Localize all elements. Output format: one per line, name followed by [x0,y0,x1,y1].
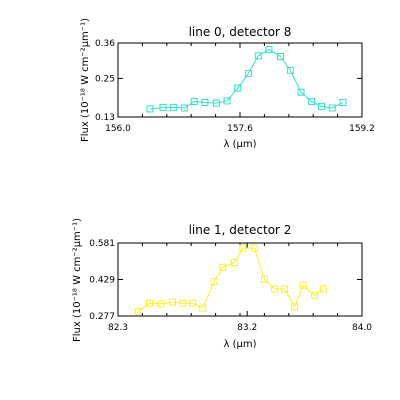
axis-ticks: 82.3 83.2 84.0 0.277 0.429 0.581 [89,239,372,333]
data-point-marker [189,299,197,307]
data-point-marker [297,88,305,96]
data-point-marker [159,103,167,111]
data-point-marker [146,299,154,307]
x-tick-label: 159.2 [349,124,375,134]
x-axis-label: λ (μm) [223,339,256,350]
data-point-marker [201,99,209,107]
x-tick-label: 156.0 [105,124,131,134]
data-point-marker [254,52,262,60]
data-point-marker [265,45,273,53]
y-tick-label: 0.13 [95,113,115,123]
data-point-marker [170,103,178,111]
data-point-marker [219,263,227,271]
data-point-marker [260,275,268,283]
data-point-marker [169,298,177,306]
chart-panel-1: line 0, detector 8 λ (μm) Flux (10⁻¹⁸ W … [80,18,375,150]
data-point-marker [180,104,188,112]
plot-frame [117,42,363,118]
data-point-marker [190,98,198,106]
data-point-marker [291,303,299,311]
y-tick-label: 0.581 [89,239,115,249]
y-axis-label: Flux (10⁻¹⁸ W cm⁻²μm⁻¹) [72,218,83,342]
x-tick-label: 83.2 [237,323,257,333]
x-tick-label: 82.3 [108,323,128,333]
chart-panel-2: line 1, detector 2 λ (μm) Flux (10⁻¹⁸ W … [72,218,372,350]
data-point-marker [210,278,218,286]
chart-title: line 0, detector 8 [189,25,292,39]
data-point-marker [308,98,316,106]
chart-title: line 1, detector 2 [189,223,292,237]
data-point-marker [319,285,327,293]
data-point-marker [212,99,220,107]
data-point-marker [311,291,319,299]
data-point-marker [146,105,154,113]
y-tick-label: 0.36 [95,39,115,49]
data-point-marker [339,99,347,107]
y-tick-label: 0.429 [89,276,115,286]
data-series [146,45,347,113]
data-point-marker [286,66,294,74]
axis-ticks: 156.0 157.6 159.2 0.13 0.25 0.36 [95,39,375,134]
data-series [134,244,327,315]
data-point-marker [179,299,187,307]
data-point-marker [157,300,165,308]
data-point-marker [134,307,142,315]
data-point-marker [230,258,238,266]
plot-frame [117,242,363,317]
data-point-marker [328,104,336,112]
x-tick-label: 157.6 [227,124,253,134]
series-line [149,48,344,110]
data-point-marker [276,53,284,61]
data-point-marker [280,285,288,293]
data-point-marker [250,244,258,252]
y-tick-label: 0.277 [89,312,115,322]
y-tick-label: 0.25 [95,74,115,84]
data-point-marker [299,281,307,289]
x-axis-label: λ (μm) [223,139,256,150]
data-point-marker [270,285,278,293]
series-line [137,247,324,312]
data-point-marker [318,102,326,110]
data-point-marker [244,70,252,78]
x-tick-label: 84.0 [352,323,372,333]
y-axis-label: Flux (10⁻¹⁸ W cm⁻²μm⁻¹) [80,18,91,142]
data-point-marker [239,244,247,252]
data-point-marker [199,304,207,312]
data-point-marker [223,97,231,105]
data-point-marker [234,84,242,92]
